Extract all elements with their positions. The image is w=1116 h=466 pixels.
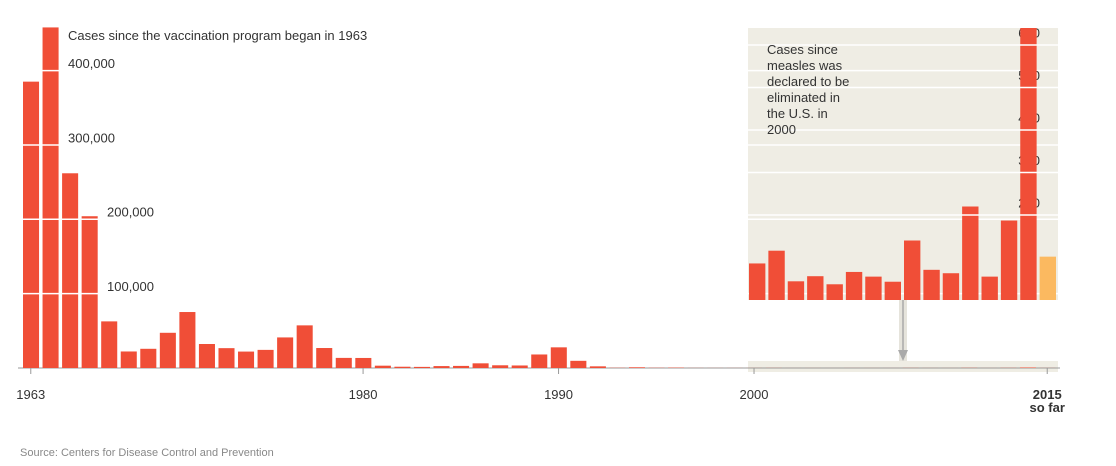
bar [845, 271, 863, 300]
bar [589, 366, 606, 368]
y-tick-label: 200,000 [107, 205, 154, 220]
bar [374, 365, 391, 368]
bar [749, 263, 766, 300]
inset-highlight-band [748, 361, 1058, 372]
bar [942, 273, 960, 300]
bar [394, 366, 411, 368]
inset-bars [749, 28, 1056, 300]
bar [159, 332, 176, 368]
bar [23, 81, 40, 368]
bar [884, 281, 901, 300]
x-tick-label: 2015 so far [1029, 387, 1065, 415]
bar [492, 365, 509, 368]
bar [238, 351, 255, 368]
bar [413, 366, 430, 368]
bar [826, 284, 843, 300]
arrow-head [898, 350, 908, 361]
y-tick-label: 300,000 [68, 130, 115, 145]
bar [1020, 28, 1037, 300]
bar [120, 351, 137, 368]
x-tick-label: 2000 [739, 387, 769, 402]
bar [179, 312, 196, 368]
bar [807, 276, 824, 300]
bar [218, 348, 235, 368]
bar [1000, 220, 1018, 300]
bar [531, 354, 548, 368]
bar [787, 281, 805, 300]
bar [981, 276, 998, 300]
bar [472, 363, 489, 368]
bar [277, 337, 294, 368]
bar [550, 347, 567, 368]
bar [140, 348, 157, 368]
bar [335, 357, 352, 368]
bar [62, 173, 79, 368]
y-tick-label: 400,000 [68, 56, 115, 71]
bar [453, 365, 470, 368]
bar [81, 216, 98, 368]
bar [257, 349, 274, 368]
bar [101, 321, 118, 368]
x-tick-label: 1990 [544, 387, 573, 402]
x-tick-label: 1963 [16, 387, 46, 402]
bar [904, 240, 921, 300]
y-tick-label: 100,000 [107, 279, 154, 294]
bar [923, 269, 940, 300]
bar [1039, 256, 1056, 300]
bar [865, 276, 882, 300]
bar [962, 206, 979, 300]
inset-title: Cases since measles was declared to be e… [767, 42, 850, 137]
bar [355, 357, 372, 368]
bar [768, 250, 785, 300]
x-tick-label: 1980 [348, 387, 378, 402]
bar [296, 325, 313, 368]
source: Source: Centers for Disease Control and … [20, 447, 274, 459]
chart-title: Cases since the vaccination program bega… [68, 28, 368, 43]
bar [511, 365, 528, 368]
bar [316, 348, 333, 368]
bar [628, 367, 646, 368]
bar [433, 366, 450, 368]
bar [42, 27, 59, 369]
bar [198, 344, 215, 368]
bar [570, 360, 587, 368]
